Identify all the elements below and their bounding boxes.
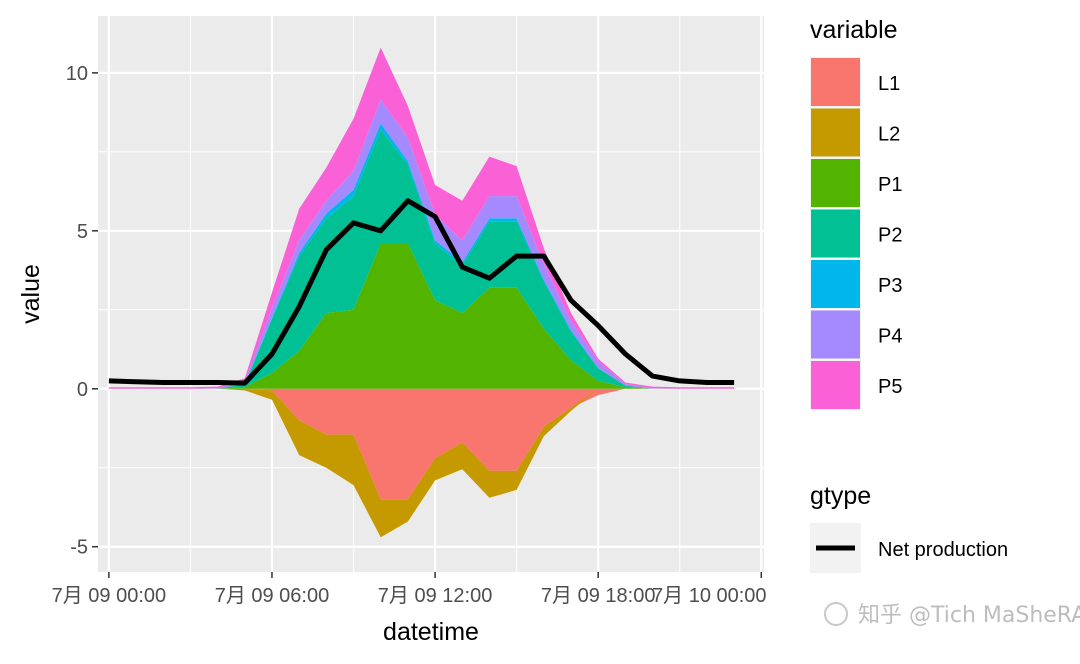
legend-fill-items: L1 L2 P1 P2 P3 P4 P5: [810, 57, 902, 410]
legend-label-p1: P1: [878, 174, 902, 196]
y-tick-label: 10: [66, 63, 88, 85]
y-tick-label: -5: [70, 537, 88, 559]
legend-label-l1: L1: [878, 73, 900, 95]
legend-label-p5: P5: [878, 376, 902, 398]
x-tick-label: 7月 09 18:00: [541, 585, 656, 607]
legend-swatch-p3: [811, 260, 860, 308]
legend-label-p2: P2: [878, 225, 902, 247]
y-axis-ticks: -5 0 5 10: [66, 63, 98, 559]
x-tick-label: 7月 09 06:00: [215, 585, 330, 607]
legend-swatch-p5: [811, 361, 860, 409]
watermark-text: 知乎 @Tich MaSheRA rich: [858, 603, 1080, 628]
legend-swatch-p2: [811, 209, 860, 258]
y-tick-label: 5: [77, 221, 88, 243]
y-tick-label: 0: [77, 379, 88, 401]
area-l1: [108, 388, 735, 500]
legend-line-title: gtype: [810, 482, 871, 510]
legend-swatch-p4: [811, 310, 860, 359]
x-axis-ticks: 7月 09 00:00 7月 09 06:00 7月 09 12:00 7月 09 1…: [52, 572, 767, 607]
legend-fill-title: variable: [810, 16, 898, 44]
area-p1: [108, 243, 735, 389]
x-axis-title: datetime: [383, 618, 479, 646]
legend-swatch-l2: [811, 108, 860, 157]
legend-label-p4: P4: [878, 326, 902, 348]
legend: variable L1 L2 P1 P2 P3 P4 P5 gtype Net produc…: [810, 16, 1008, 573]
area-p2: [108, 129, 735, 389]
x-tick-label: 7月 09 00:00: [52, 585, 167, 607]
legend-label-p3: P3: [878, 275, 902, 297]
y-axis-title: value: [17, 264, 45, 324]
legend-swatch-l1: [811, 58, 860, 106]
x-tick-label: 7月 10 00:00: [652, 585, 767, 607]
legend-line-label: Net production: [878, 539, 1008, 561]
net-production-line: [108, 198, 735, 386]
watermark-icon: [824, 602, 848, 626]
legend-swatch-p1: [811, 159, 860, 207]
net-production-line-group: [108, 198, 735, 386]
x-tick-label: 7月 09 12:00: [378, 585, 493, 607]
watermark: 知乎 @Tich MaSheRA rich: [824, 602, 1080, 628]
legend-label-l2: L2: [878, 124, 900, 146]
stacked-areas: [108, 47, 735, 538]
